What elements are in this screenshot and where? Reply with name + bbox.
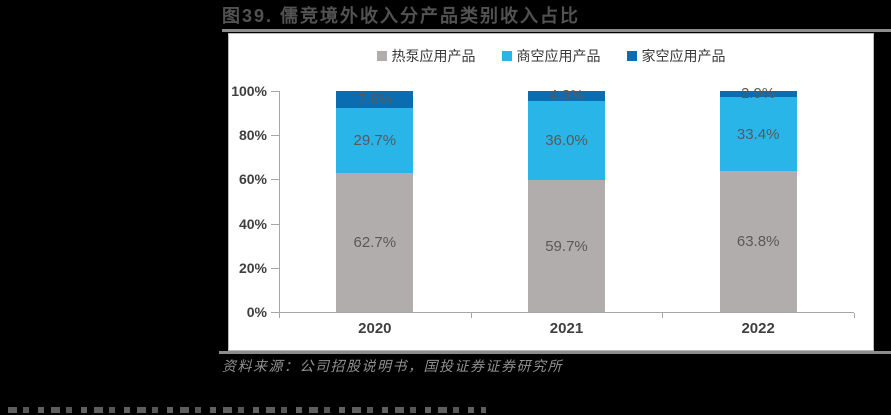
bar-segment-商空应用产品[interactable]: 33.4% <box>719 97 797 171</box>
chart-legend: 热泵应用产品 商空应用产品 家空应用产品 <box>229 46 873 66</box>
y-tick-mark <box>271 135 279 137</box>
legend-label: 家空应用产品 <box>641 48 726 64</box>
chart-plot-area: 0% 20% 40% 60% 80% 100% 62.7% 29.7% 7.6% 2020 59.7… <box>229 34 873 350</box>
x-tick-mark <box>662 313 664 318</box>
bar-segment-热泵应用产品[interactable]: 63.8% <box>719 171 797 312</box>
x-axis-category-label: 2022 <box>741 320 775 337</box>
source-note: 资料来源：公司招股说明书，国投证券证券研究所 <box>222 360 563 375</box>
y-axis-line <box>279 91 280 312</box>
source-divider <box>219 351 891 354</box>
y-tick-mark <box>271 312 279 313</box>
x-tick-mark <box>279 313 280 318</box>
bar-value-label: 62.7% <box>353 234 397 252</box>
bar-segment-商空应用产品[interactable]: 36.0% <box>528 100 605 181</box>
y-axis-tick-label: 40% <box>238 215 267 232</box>
legend-item-1: 商空应用产品 <box>501 46 601 66</box>
legend-swatch-icon <box>626 51 637 61</box>
legend-swatch-icon <box>376 51 387 61</box>
bar-value-label: 36.0% <box>545 131 588 149</box>
y-axis-tick-label: 20% <box>238 259 267 276</box>
bar-value-label: 59.7% <box>545 237 588 255</box>
bar-segment-家空应用产品[interactable]: 7.6% <box>336 90 414 108</box>
bar-value-label: 63.8% <box>736 232 780 250</box>
bar-segment-家空应用产品[interactable]: 4.3% <box>528 87 605 104</box>
bar-segment-热泵应用产品[interactable]: 59.7% <box>528 180 605 312</box>
bar-segment-商空应用产品[interactable]: 29.7% <box>336 107 414 174</box>
bar-segment-热泵应用产品[interactable]: 62.7% <box>336 173 414 312</box>
y-axis-tick-label: 100% <box>231 83 267 99</box>
cropped-caption-fragments <box>8 407 486 413</box>
bar-segment-家空应用产品[interactable]: 2.9% <box>719 85 797 102</box>
y-axis-tick-label: 80% <box>238 127 267 144</box>
bar-value-label: 7.6% <box>357 90 392 108</box>
bar-value-label: 29.7% <box>353 132 397 150</box>
figure-title: 图39. 儒竞境外收入分产品类别收入占比 <box>222 6 581 26</box>
bar-value-label: 2.9% <box>741 85 776 103</box>
legend-label: 商空应用产品 <box>516 48 601 64</box>
y-tick-mark <box>271 179 279 181</box>
y-tick-mark <box>271 91 279 92</box>
x-axis-category-label: 2020 <box>358 320 392 337</box>
y-axis-tick-label: 60% <box>238 171 267 188</box>
bar-value-label: 4.3% <box>549 87 584 105</box>
x-tick-mark <box>854 313 855 318</box>
title-underline <box>222 29 891 32</box>
bar-value-label: 33.4% <box>736 125 780 143</box>
x-axis-category-label: 2021 <box>549 320 584 337</box>
x-axis-line <box>279 312 854 313</box>
x-tick-mark <box>470 313 472 318</box>
legend-swatch-icon <box>501 51 512 61</box>
y-tick-mark <box>271 223 279 225</box>
legend-item-2: 家空应用产品 <box>626 46 726 66</box>
y-axis-tick-label: 0% <box>246 304 267 320</box>
legend-label: 热泵应用产品 <box>391 48 476 64</box>
chart-card: 热泵应用产品 商空应用产品 家空应用产品 0% 20% 40% 60% 80% 100% 62.… <box>228 33 874 351</box>
y-tick-mark <box>271 267 279 269</box>
legend-item-0: 热泵应用产品 <box>376 46 476 66</box>
